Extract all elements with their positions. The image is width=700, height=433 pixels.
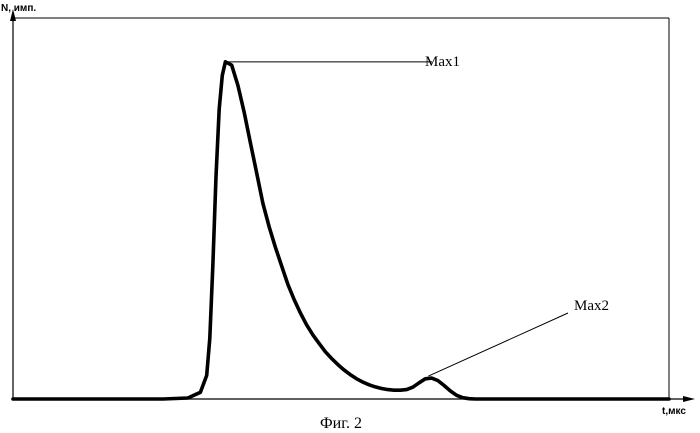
y-axis-label: N, имп. <box>1 3 36 14</box>
max1-label: Max1 <box>425 54 460 70</box>
figure-caption: Фиг. 2 <box>320 415 362 432</box>
x-axis-label: t,мкс <box>662 406 686 417</box>
max2-label: Max2 <box>574 298 609 314</box>
max2-leader-line <box>428 313 568 376</box>
series-line <box>13 62 669 399</box>
x-axis-arrow-icon <box>683 396 695 402</box>
